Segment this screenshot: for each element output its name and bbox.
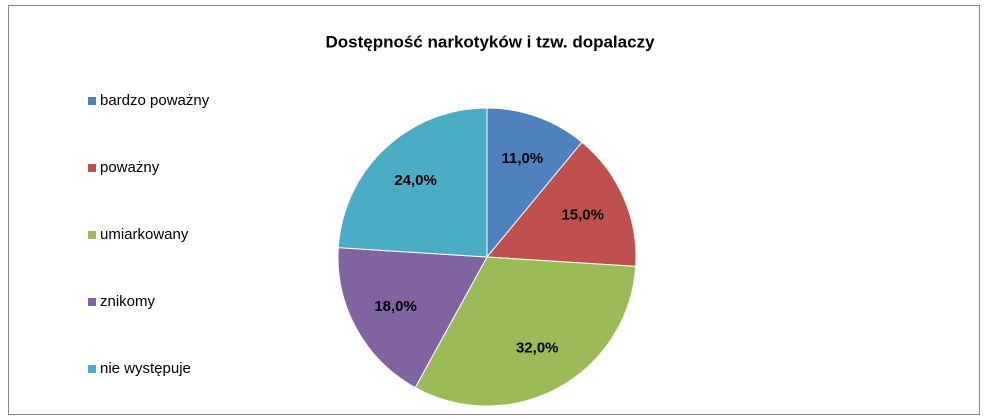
legend-swatch: [88, 298, 96, 306]
legend-swatch: [88, 164, 96, 172]
data-label: 15,0%: [561, 207, 604, 224]
legend-label: umiarkowany: [100, 226, 189, 243]
pie-slice: [414, 256, 637, 407]
legend-label: bardzo poważny: [100, 92, 210, 109]
pie-slice: [485, 141, 637, 267]
legend-label: znikomy: [100, 293, 156, 310]
data-label: 32,0%: [516, 339, 559, 356]
pie-slice: [337, 247, 488, 389]
data-label: 18,0%: [374, 298, 417, 315]
pie-slice: [337, 107, 488, 258]
legend-swatch: [88, 97, 96, 105]
data-label: 24,0%: [394, 172, 437, 189]
chart-title: Dostępność narkotyków i tzw. dopalaczy: [325, 32, 655, 51]
data-label: 11,0%: [501, 150, 543, 167]
legend-label: poważny: [100, 159, 160, 176]
legend-swatch: [88, 365, 96, 373]
legend-label: nie występuje: [100, 360, 191, 377]
pie-slice: [486, 107, 583, 259]
legend-swatch: [88, 231, 96, 239]
